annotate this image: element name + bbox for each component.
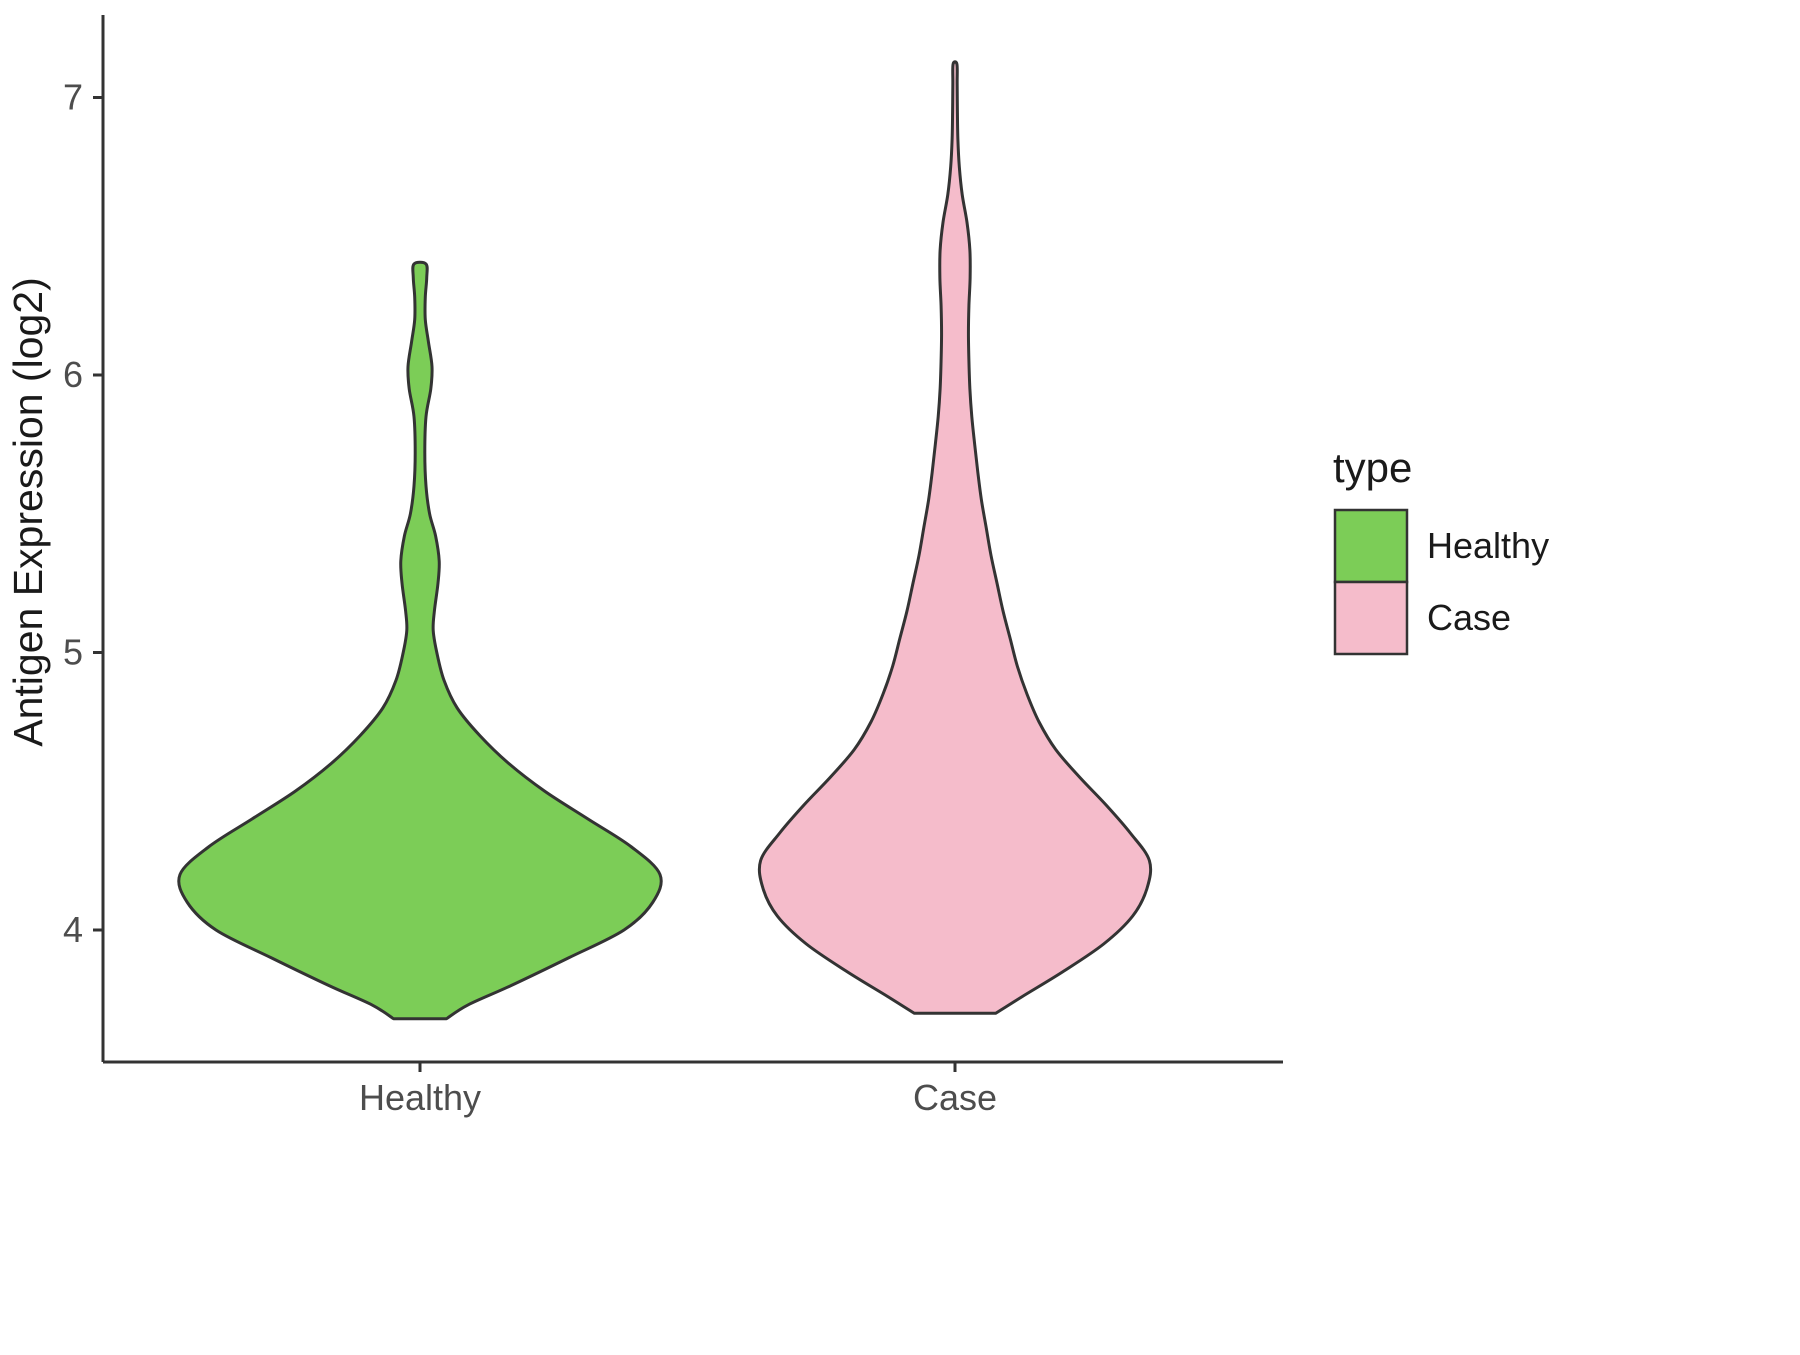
x-tick-label: Case bbox=[913, 1077, 997, 1118]
violin-case bbox=[757, 60, 1153, 1015]
y-axis-ticks: 4 5 6 7 bbox=[63, 77, 103, 950]
y-axis-title: Antigen Expression (log2) bbox=[5, 277, 51, 746]
legend: type Healthy Case bbox=[1333, 444, 1549, 656]
violins-group bbox=[177, 60, 1153, 1021]
y-tick-label: 7 bbox=[63, 77, 83, 118]
violin-healthy bbox=[177, 260, 663, 1021]
legend-swatch-case bbox=[1333, 580, 1409, 656]
legend-title: type bbox=[1333, 444, 1412, 491]
y-tick-label: 5 bbox=[63, 632, 83, 673]
legend-entries: Healthy Case bbox=[1333, 508, 1549, 656]
x-axis-ticks: Healthy Case bbox=[359, 1062, 997, 1118]
y-tick-label: 6 bbox=[63, 354, 83, 395]
y-tick-label: 4 bbox=[63, 909, 83, 950]
x-tick-label: Healthy bbox=[359, 1077, 481, 1118]
legend-label-case: Case bbox=[1427, 597, 1511, 638]
legend-label-healthy: Healthy bbox=[1427, 525, 1549, 566]
legend-swatch-healthy bbox=[1333, 508, 1409, 584]
